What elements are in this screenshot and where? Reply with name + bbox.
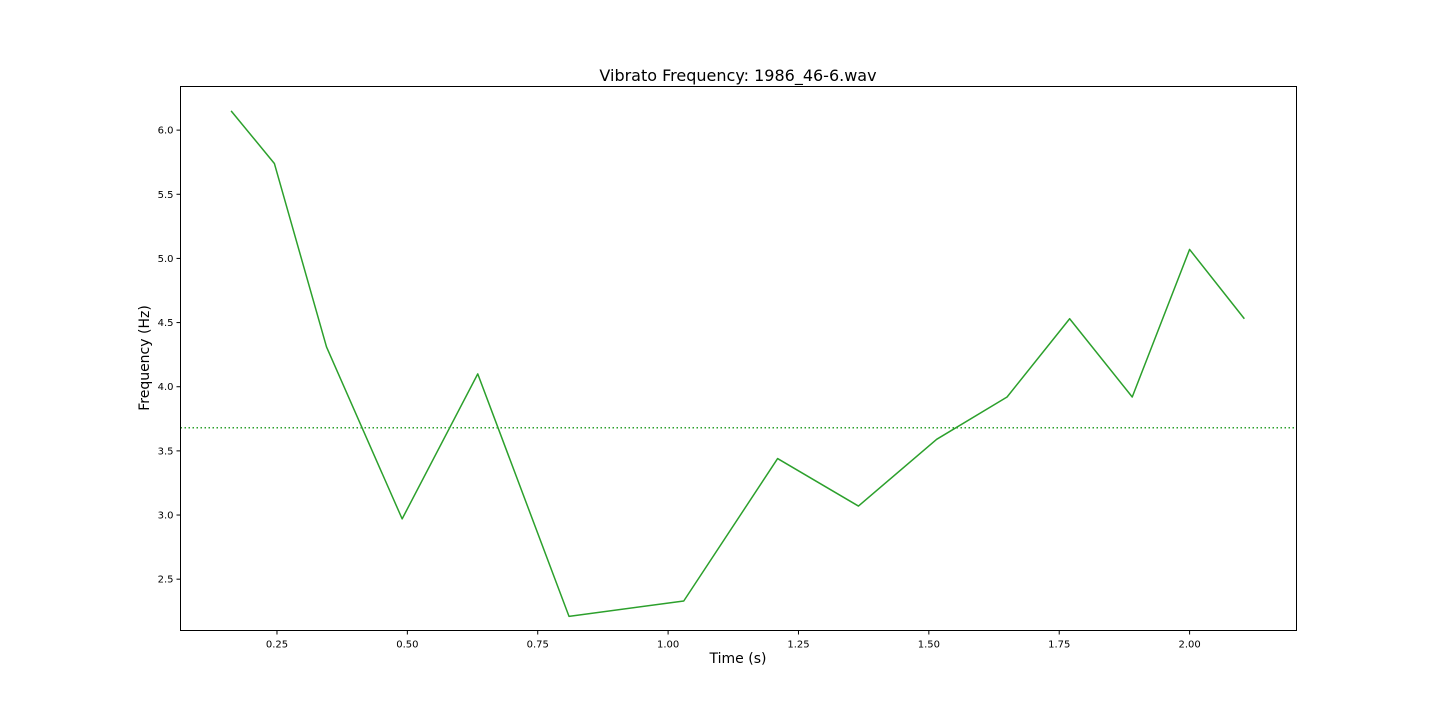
y-tick-label: 3.5 [158,446,174,457]
x-tick-label: 2.00 [1178,640,1200,651]
y-tick-label: 2.5 [158,575,174,586]
x-tick-label: 1.75 [1048,640,1070,651]
plot-area [180,110,1297,618]
y-tick-label: 6.0 [158,126,174,137]
chart-title: Vibrato Frequency: 1986_46-6.wav [599,66,876,86]
series-line [230,110,1245,618]
y-tick-label: 4.0 [158,382,174,393]
x-tick-label: 1.00 [657,640,679,651]
x-tick-label: 0.25 [266,640,288,651]
x-tick-label: 1.25 [787,640,809,651]
plot-frame [180,86,1297,631]
y-tick-label: 5.5 [158,190,174,201]
x-tick-label: 0.75 [527,640,549,651]
y-tick-label: 3.0 [158,511,174,522]
y-axis-label: Frequency (Hz) [137,305,153,411]
x-axis-label: Time (s) [709,651,767,667]
y-tick-label: 4.5 [158,318,174,329]
x-axis: 0.25 0.50 0.75 1.00 1.25 1.50 1.75 2.00 [266,630,1201,651]
x-tick-label: 0.50 [396,640,418,651]
y-tick-label: 5.0 [158,254,174,265]
y-axis: 2.5 3.0 3.5 4.0 4.5 5.0 5.5 6.0 [158,126,181,586]
x-tick-label: 1.50 [918,640,940,651]
